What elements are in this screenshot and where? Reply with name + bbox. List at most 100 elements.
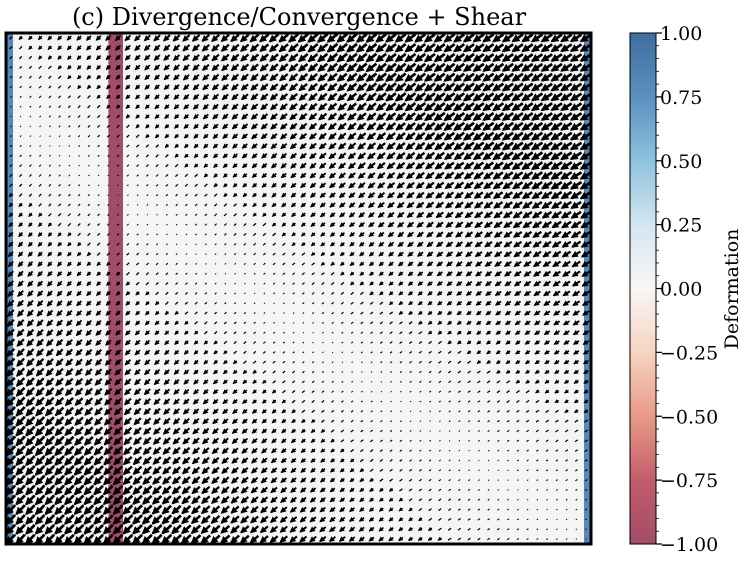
quiver-arrow [299, 122, 308, 130]
quiver-arrow [376, 122, 387, 131]
quiver-arrow [115, 64, 121, 71]
quiver-arrow [336, 82, 348, 92]
quiver-arrow [28, 55, 33, 60]
colorbar-tick-label: 0.25 [660, 215, 702, 237]
quiver-arrow [224, 272, 227, 275]
quiver-arrow [346, 52, 358, 63]
quiver-arrow [365, 52, 378, 63]
quiver-arrow [143, 44, 151, 51]
quiver-arrow [346, 42, 358, 53]
quiver-arrow [492, 92, 505, 102]
quiver-arrow [308, 122, 318, 130]
quiver-arrow [443, 52, 456, 63]
quiver-arrow [212, 113, 219, 120]
quiver-arrow [47, 35, 53, 41]
plot-area [4, 31, 593, 546]
quiver-arrow [195, 253, 197, 255]
quiver-arrow [472, 121, 485, 132]
quiver-arrow [404, 121, 416, 131]
quiver-arrow [336, 52, 348, 63]
quiver-arrow [298, 72, 309, 82]
quiver-arrow [259, 73, 269, 82]
quiver-arrow [433, 92, 446, 102]
quiver-arrow [536, 508, 539, 511]
quiver-arrow [318, 132, 327, 140]
quiver-arrow [289, 102, 298, 111]
quiver-arrow [423, 33, 436, 43]
quiver-arrow [316, 42, 329, 53]
quiver-arrow [308, 112, 318, 121]
quiver-arrow [472, 72, 485, 82]
quiver-arrow [270, 123, 278, 130]
quiver-arrow [355, 42, 368, 53]
quiver-arrow [57, 55, 62, 60]
quiver-arrow [385, 72, 397, 82]
quiver-arrow [404, 82, 417, 92]
quiver-arrow [134, 84, 141, 90]
quiver-arrow [154, 133, 160, 139]
quiver-arrow [86, 74, 92, 80]
quiver-arrow [97, 134, 100, 138]
quiver-arrow [146, 214, 149, 216]
quiver-arrow [153, 64, 161, 71]
quiver-arrow [144, 114, 150, 119]
quiver-arrow [347, 132, 357, 140]
quiver-arrow [482, 52, 495, 63]
quiver-arrow [472, 43, 485, 53]
quiver-arrow [163, 54, 171, 61]
quiver-arrow [38, 95, 42, 99]
quiver-arrow [239, 33, 250, 43]
quiver-arrow [423, 102, 436, 112]
quiver-arrow [144, 84, 151, 90]
quiver-arrow [385, 92, 397, 102]
quiver-arrow [154, 104, 160, 110]
quiver-arrow [317, 52, 329, 63]
quiver-arrow [409, 410, 412, 413]
quiver-arrow [9, 55, 13, 60]
quiver-arrow [77, 115, 81, 119]
quiver-arrow [95, 44, 102, 51]
quiver-arrow [517, 479, 519, 481]
quiver-arrow [240, 93, 249, 101]
quiver-arrow [259, 63, 269, 72]
quiver-arrow [365, 33, 378, 43]
quiver-arrow [241, 133, 248, 140]
quiver-arrow [105, 34, 112, 41]
quiver-arrow [201, 33, 211, 42]
quiver-arrow [96, 94, 101, 99]
quiver-arrow [203, 133, 209, 139]
quiver-arrow [201, 43, 210, 52]
quiver-arrow [433, 33, 446, 43]
quiver-arrow [201, 63, 210, 71]
quiver-arrow [433, 43, 446, 53]
colorbar-gradient [629, 32, 657, 545]
quiver-arrow [163, 74, 171, 81]
quiver-arrow [443, 62, 456, 73]
quiver-arrow [336, 72, 348, 82]
quiver-arrow [175, 233, 178, 236]
quiver-arrow [443, 72, 456, 82]
quiver-arrow [268, 33, 280, 43]
quiver-arrow [585, 528, 587, 531]
quiver-arrow [67, 115, 71, 118]
quiver-arrow [288, 73, 299, 82]
quiver-arrow [249, 63, 259, 72]
quiver-arrow [482, 43, 495, 53]
quiver-arrow [212, 103, 219, 110]
quiver-arrow [318, 112, 328, 121]
quiver-arrow [482, 33, 495, 43]
quiver-arrow [134, 54, 141, 61]
quiver-arrow [220, 33, 230, 43]
quiver-arrow [259, 43, 270, 53]
quiver-arrow [395, 112, 407, 121]
quiver-arrow [482, 121, 495, 131]
quiver-arrow [202, 113, 209, 120]
quiver-arrow [95, 35, 102, 41]
quiver-arrow [414, 62, 427, 73]
quiver-arrow [185, 243, 188, 246]
quiver-arrow [443, 33, 456, 43]
quiver-arrow [462, 121, 475, 131]
quiver-arrow [173, 84, 180, 91]
quiver-arrow [97, 124, 101, 128]
quiver-arrow [507, 479, 509, 481]
